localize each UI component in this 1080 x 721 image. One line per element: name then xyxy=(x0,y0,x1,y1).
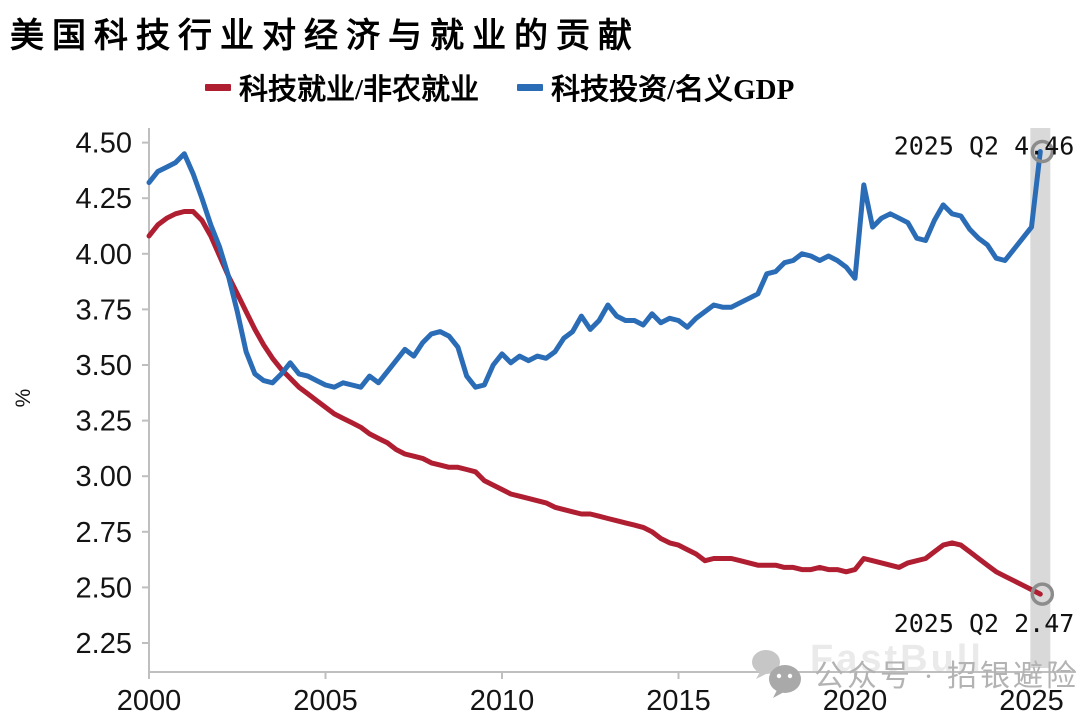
y-tick-label: 4.50 xyxy=(76,128,132,160)
watermark: 公众号 · 招银避险 xyxy=(746,646,1079,700)
y-tick-label: 2.25 xyxy=(76,628,132,660)
end-marker-0 xyxy=(1030,582,1055,606)
y-axis-unit-label: % xyxy=(12,389,35,408)
y-tick-label: 4.25 xyxy=(76,183,132,215)
y-tick-label: 3.50 xyxy=(76,350,132,382)
highlight-band xyxy=(1030,128,1051,668)
y-tick-label: 2.75 xyxy=(76,517,132,549)
series-line-0 xyxy=(146,209,1043,597)
y-tick-label: 2.50 xyxy=(76,572,132,604)
legend: 科技就业/非农就业 科技投资/名义GDP xyxy=(205,66,794,108)
watermark-text: 公众号 · 招银避险 xyxy=(814,660,1079,693)
annotation-below: 2025 Q2 2.47 xyxy=(894,609,1075,638)
x-tick-label: 2010 xyxy=(470,685,535,717)
legend-item-tech-employment: 科技就业/非农就业 xyxy=(205,66,479,108)
annotation-above: 2025 Q2 4.46 xyxy=(894,131,1075,160)
fastbull-watermark: FastBull xyxy=(810,638,984,680)
x-tick-label: 2025 xyxy=(999,685,1064,717)
end-marker-1 xyxy=(1030,139,1055,164)
y-tick-label: 3.25 xyxy=(76,406,132,438)
x-tick-label: 2020 xyxy=(823,685,888,717)
x-tick-label: 2015 xyxy=(646,685,711,717)
blue-line-marker xyxy=(517,83,544,91)
red-line-marker xyxy=(205,83,231,91)
y-tick-label: 3.75 xyxy=(76,294,132,326)
x-tick-label: 2005 xyxy=(293,685,358,717)
series-line-1 xyxy=(146,149,1043,390)
legend-label-tech-employment: 科技就业/非农就业 xyxy=(239,74,480,106)
legend-item-tech-investment: 科技投资/名义GDP xyxy=(517,66,794,108)
y-tick-label: 4.00 xyxy=(76,239,132,271)
page-title: 美国科技行业对经济与就业的贡献 xyxy=(10,18,640,55)
wechat-icon xyxy=(752,650,801,698)
legend-label-tech-investment: 科技投资/名义GDP xyxy=(551,74,795,106)
y-tick-label: 3.00 xyxy=(76,461,132,493)
x-tick-label: 2000 xyxy=(117,685,182,717)
